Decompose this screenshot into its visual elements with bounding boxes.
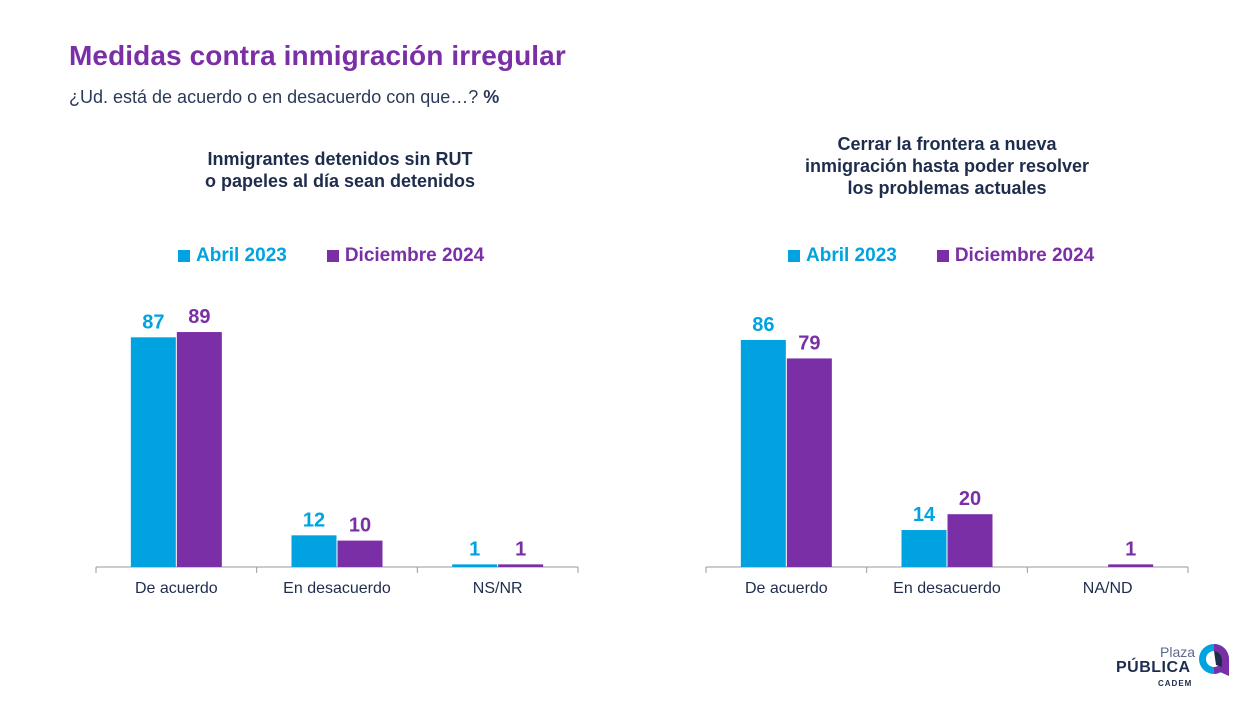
legend-item-series-a: Abril 2023 <box>788 245 897 267</box>
data-label: 12 <box>303 509 325 531</box>
subtitle-unit: % <box>483 87 500 107</box>
chart-1-title-line: Inmigrantes detenidos sin RUT <box>207 149 473 169</box>
x-tick-label: De acuerdo <box>745 580 828 597</box>
logo-text-publica: PÚBLICA <box>1116 659 1191 676</box>
bar <box>452 564 498 567</box>
plaza-publica-cadem-logo: Plaza PÚBLICA CADEM <box>1112 636 1232 694</box>
legend-swatch-a <box>788 250 800 262</box>
bar <box>740 339 786 567</box>
legend-label-a: Abril 2023 <box>806 245 897 266</box>
legend-label-a: Abril 2023 <box>196 245 287 266</box>
x-tick-label: En desacuerdo <box>283 580 391 597</box>
legend-label-b: Diciembre 2024 <box>954 245 1095 266</box>
legend-swatch-b <box>936 250 949 262</box>
subtitle-question: ¿Ud. está de acuerdo o en desacuerdo con… <box>69 87 479 107</box>
data-label: 14 <box>913 504 936 526</box>
bar <box>337 540 383 567</box>
chart-2-title: Cerrar la frontera a nueva inmigración h… <box>747 133 1147 199</box>
data-label: 87 <box>142 311 164 333</box>
legend-swatch-a <box>178 250 190 262</box>
x-tick-label: NS/NR <box>473 580 523 597</box>
legend-item-series-b: Diciembre 2024 <box>936 245 1095 267</box>
logo-text-plaza: Plaza <box>1160 644 1196 660</box>
chart-1-title: Inmigrantes detenidos sin RUT o papeles … <box>140 148 540 192</box>
data-label: 89 <box>188 306 210 328</box>
chart-2-title-line: Cerrar la frontera a nueva <box>837 134 1057 154</box>
chart-2-title-line: inmigración hasta poder resolver <box>804 156 1090 176</box>
bar <box>291 535 337 567</box>
bar <box>901 530 947 567</box>
bar <box>498 564 544 567</box>
data-label: 86 <box>752 314 774 336</box>
bar <box>786 358 832 567</box>
legend-label-b: Diciembre 2024 <box>344 245 485 266</box>
chart-1-title-line: o papeles al día sean detenidos <box>204 171 476 191</box>
x-tick-label: En desacuerdo <box>893 580 1001 597</box>
data-label: 1 <box>469 538 480 560</box>
bar <box>947 514 993 567</box>
bar <box>130 337 176 567</box>
legend-swatch-b <box>326 250 339 262</box>
legend-item-series-b: Diciembre 2024 <box>326 245 485 267</box>
page-title: Medidas contra inmigración irregular <box>69 40 566 71</box>
data-label: 79 <box>798 332 820 354</box>
chart-1-legend: Abril 2023 Diciembre 2024 <box>178 245 484 267</box>
chart-1-plot: 87 89 De acuerdo 12 10 En desacuerdo 1 1 NS/NR <box>95 306 579 597</box>
bar <box>1108 564 1154 567</box>
chart-2-plot: 86 79 De acuerdo 14 20 En desacuerdo 1 NA/ND <box>705 314 1189 597</box>
logo-text-cadem: CADEM <box>1158 679 1193 688</box>
speech-bubble-icon <box>1199 644 1229 676</box>
data-label: 10 <box>349 515 371 537</box>
bar <box>176 332 222 567</box>
x-tick-label: De acuerdo <box>135 580 218 597</box>
legend-item-series-a: Abril 2023 <box>178 245 287 267</box>
chart-2-title-line: los problemas actuales <box>847 178 1047 198</box>
data-label: 1 <box>1125 538 1136 560</box>
data-label: 1 <box>515 538 526 560</box>
data-label: 20 <box>959 488 981 510</box>
page-subtitle: ¿Ud. está de acuerdo o en desacuerdo con… <box>69 87 499 108</box>
chart-2-legend: Abril 2023 Diciembre 2024 <box>788 245 1094 267</box>
x-tick-label: NA/ND <box>1083 580 1133 597</box>
